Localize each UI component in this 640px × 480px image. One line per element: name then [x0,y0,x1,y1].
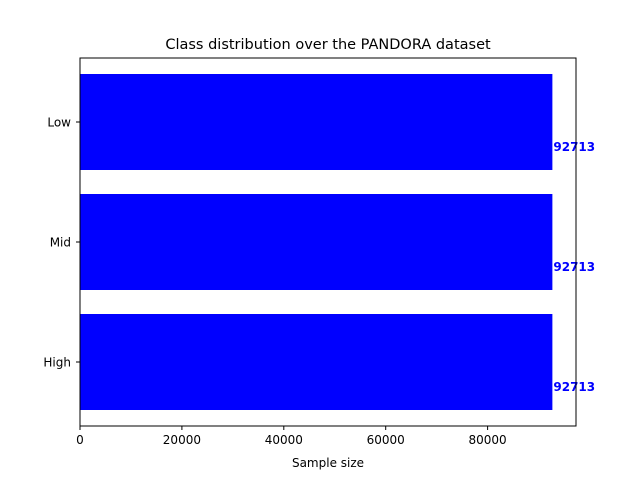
y-tick-label-high: High [43,356,71,370]
x-tick-label-60000: 60000 [367,433,405,447]
plot-area: Low 92713 Mid 92713 High 92713 0 20000 40000 6000… [43,57,595,447]
x-axis-label: Sample size [292,456,364,470]
data-label-high: 92713 [553,380,595,394]
y-tick-label-low: Low [47,116,71,130]
x-tick-label-20000: 20000 [163,433,201,447]
bar-high [80,314,553,410]
x-tick-label-40000: 40000 [265,433,303,447]
chart-title: Class distribution over the PANDORA data… [165,37,491,53]
axes-frame [79,57,577,427]
bar-low [80,74,553,170]
data-label-mid: 92713 [553,260,595,274]
data-label-low: 92713 [553,140,595,154]
x-tick-label-0: 0 [76,433,84,447]
bar-mid [80,194,553,290]
x-tick-label-80000: 80000 [469,433,507,447]
y-tick-label-mid: Mid [50,236,71,250]
